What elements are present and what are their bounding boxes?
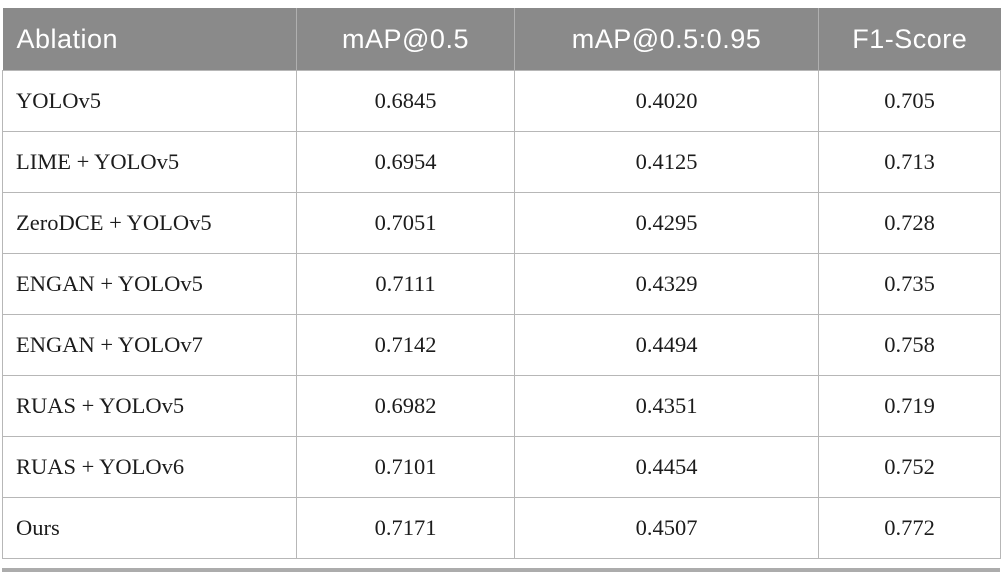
map05-cell: 0.6845 <box>296 70 515 132</box>
map05-095-cell: 0.4329 <box>514 253 819 315</box>
header-row: Ablation mAP@0.5 mAP@0.5:0.95 F1-Score <box>2 8 1001 71</box>
table-row: RUAS + YOLOv6 0.7101 0.4454 0.752 <box>2 436 1001 498</box>
f1-score-cell: 0.705 <box>818 70 1001 132</box>
map05-cell: 0.6982 <box>296 375 515 437</box>
table-row: LIME + YOLOv5 0.6954 0.4125 0.713 <box>2 131 1001 193</box>
table-body: YOLOv5 0.6845 0.4020 0.705 LIME + YOLOv5… <box>2 70 1001 559</box>
f1-score-cell: 0.735 <box>818 253 1001 315</box>
ablation-cell: RUAS + YOLOv6 <box>2 436 297 498</box>
map05-095-cell: 0.4295 <box>514 192 819 254</box>
ablation-cell: RUAS + YOLOv5 <box>2 375 297 437</box>
ablation-results-table: Ablation mAP@0.5 mAP@0.5:0.95 F1-Score Y… <box>2 8 1001 559</box>
map05-cell: 0.7051 <box>296 192 515 254</box>
map05-cell: 0.7111 <box>296 253 515 315</box>
f1-score-cell: 0.758 <box>818 314 1001 376</box>
map05-095-cell: 0.4507 <box>514 497 819 559</box>
ablation-cell: LIME + YOLOv5 <box>2 131 297 193</box>
table-row: Ours 0.7171 0.4507 0.772 <box>2 497 1001 559</box>
f1-score-cell: 0.728 <box>818 192 1001 254</box>
map05-095-cell: 0.4020 <box>514 70 819 132</box>
f1-score-cell: 0.713 <box>818 131 1001 193</box>
map05-095-cell: 0.4494 <box>514 314 819 376</box>
column-header-map05: mAP@0.5 <box>296 8 515 71</box>
f1-score-cell: 0.719 <box>818 375 1001 437</box>
column-header-f1-score: F1-Score <box>818 8 1001 71</box>
map05-095-cell: 0.4454 <box>514 436 819 498</box>
table-row: RUAS + YOLOv5 0.6982 0.4351 0.719 <box>2 375 1001 437</box>
ablation-cell: ENGAN + YOLOv7 <box>2 314 297 376</box>
map05-cell: 0.7171 <box>296 497 515 559</box>
map05-095-cell: 0.4351 <box>514 375 819 437</box>
table-row: ENGAN + YOLOv5 0.7111 0.4329 0.735 <box>2 253 1001 315</box>
map05-cell: 0.6954 <box>296 131 515 193</box>
table-row: ZeroDCE + YOLOv5 0.7051 0.4295 0.728 <box>2 192 1001 254</box>
ablation-cell: Ours <box>2 497 297 559</box>
ablation-cell: ENGAN + YOLOv5 <box>2 253 297 315</box>
map05-cell: 0.7101 <box>296 436 515 498</box>
map05-cell: 0.7142 <box>296 314 515 376</box>
ablation-cell: ZeroDCE + YOLOv5 <box>2 192 297 254</box>
map05-095-cell: 0.4125 <box>514 131 819 193</box>
table-header: Ablation mAP@0.5 mAP@0.5:0.95 F1-Score <box>2 8 1001 71</box>
column-header-ablation: Ablation <box>2 8 297 71</box>
table-bottom-rule <box>2 568 1000 572</box>
table-row: YOLOv5 0.6845 0.4020 0.705 <box>2 70 1001 132</box>
table-row: ENGAN + YOLOv7 0.7142 0.4494 0.758 <box>2 314 1001 376</box>
column-header-map05-095: mAP@0.5:0.95 <box>514 8 819 71</box>
f1-score-cell: 0.752 <box>818 436 1001 498</box>
f1-score-cell: 0.772 <box>818 497 1001 559</box>
ablation-cell: YOLOv5 <box>2 70 297 132</box>
